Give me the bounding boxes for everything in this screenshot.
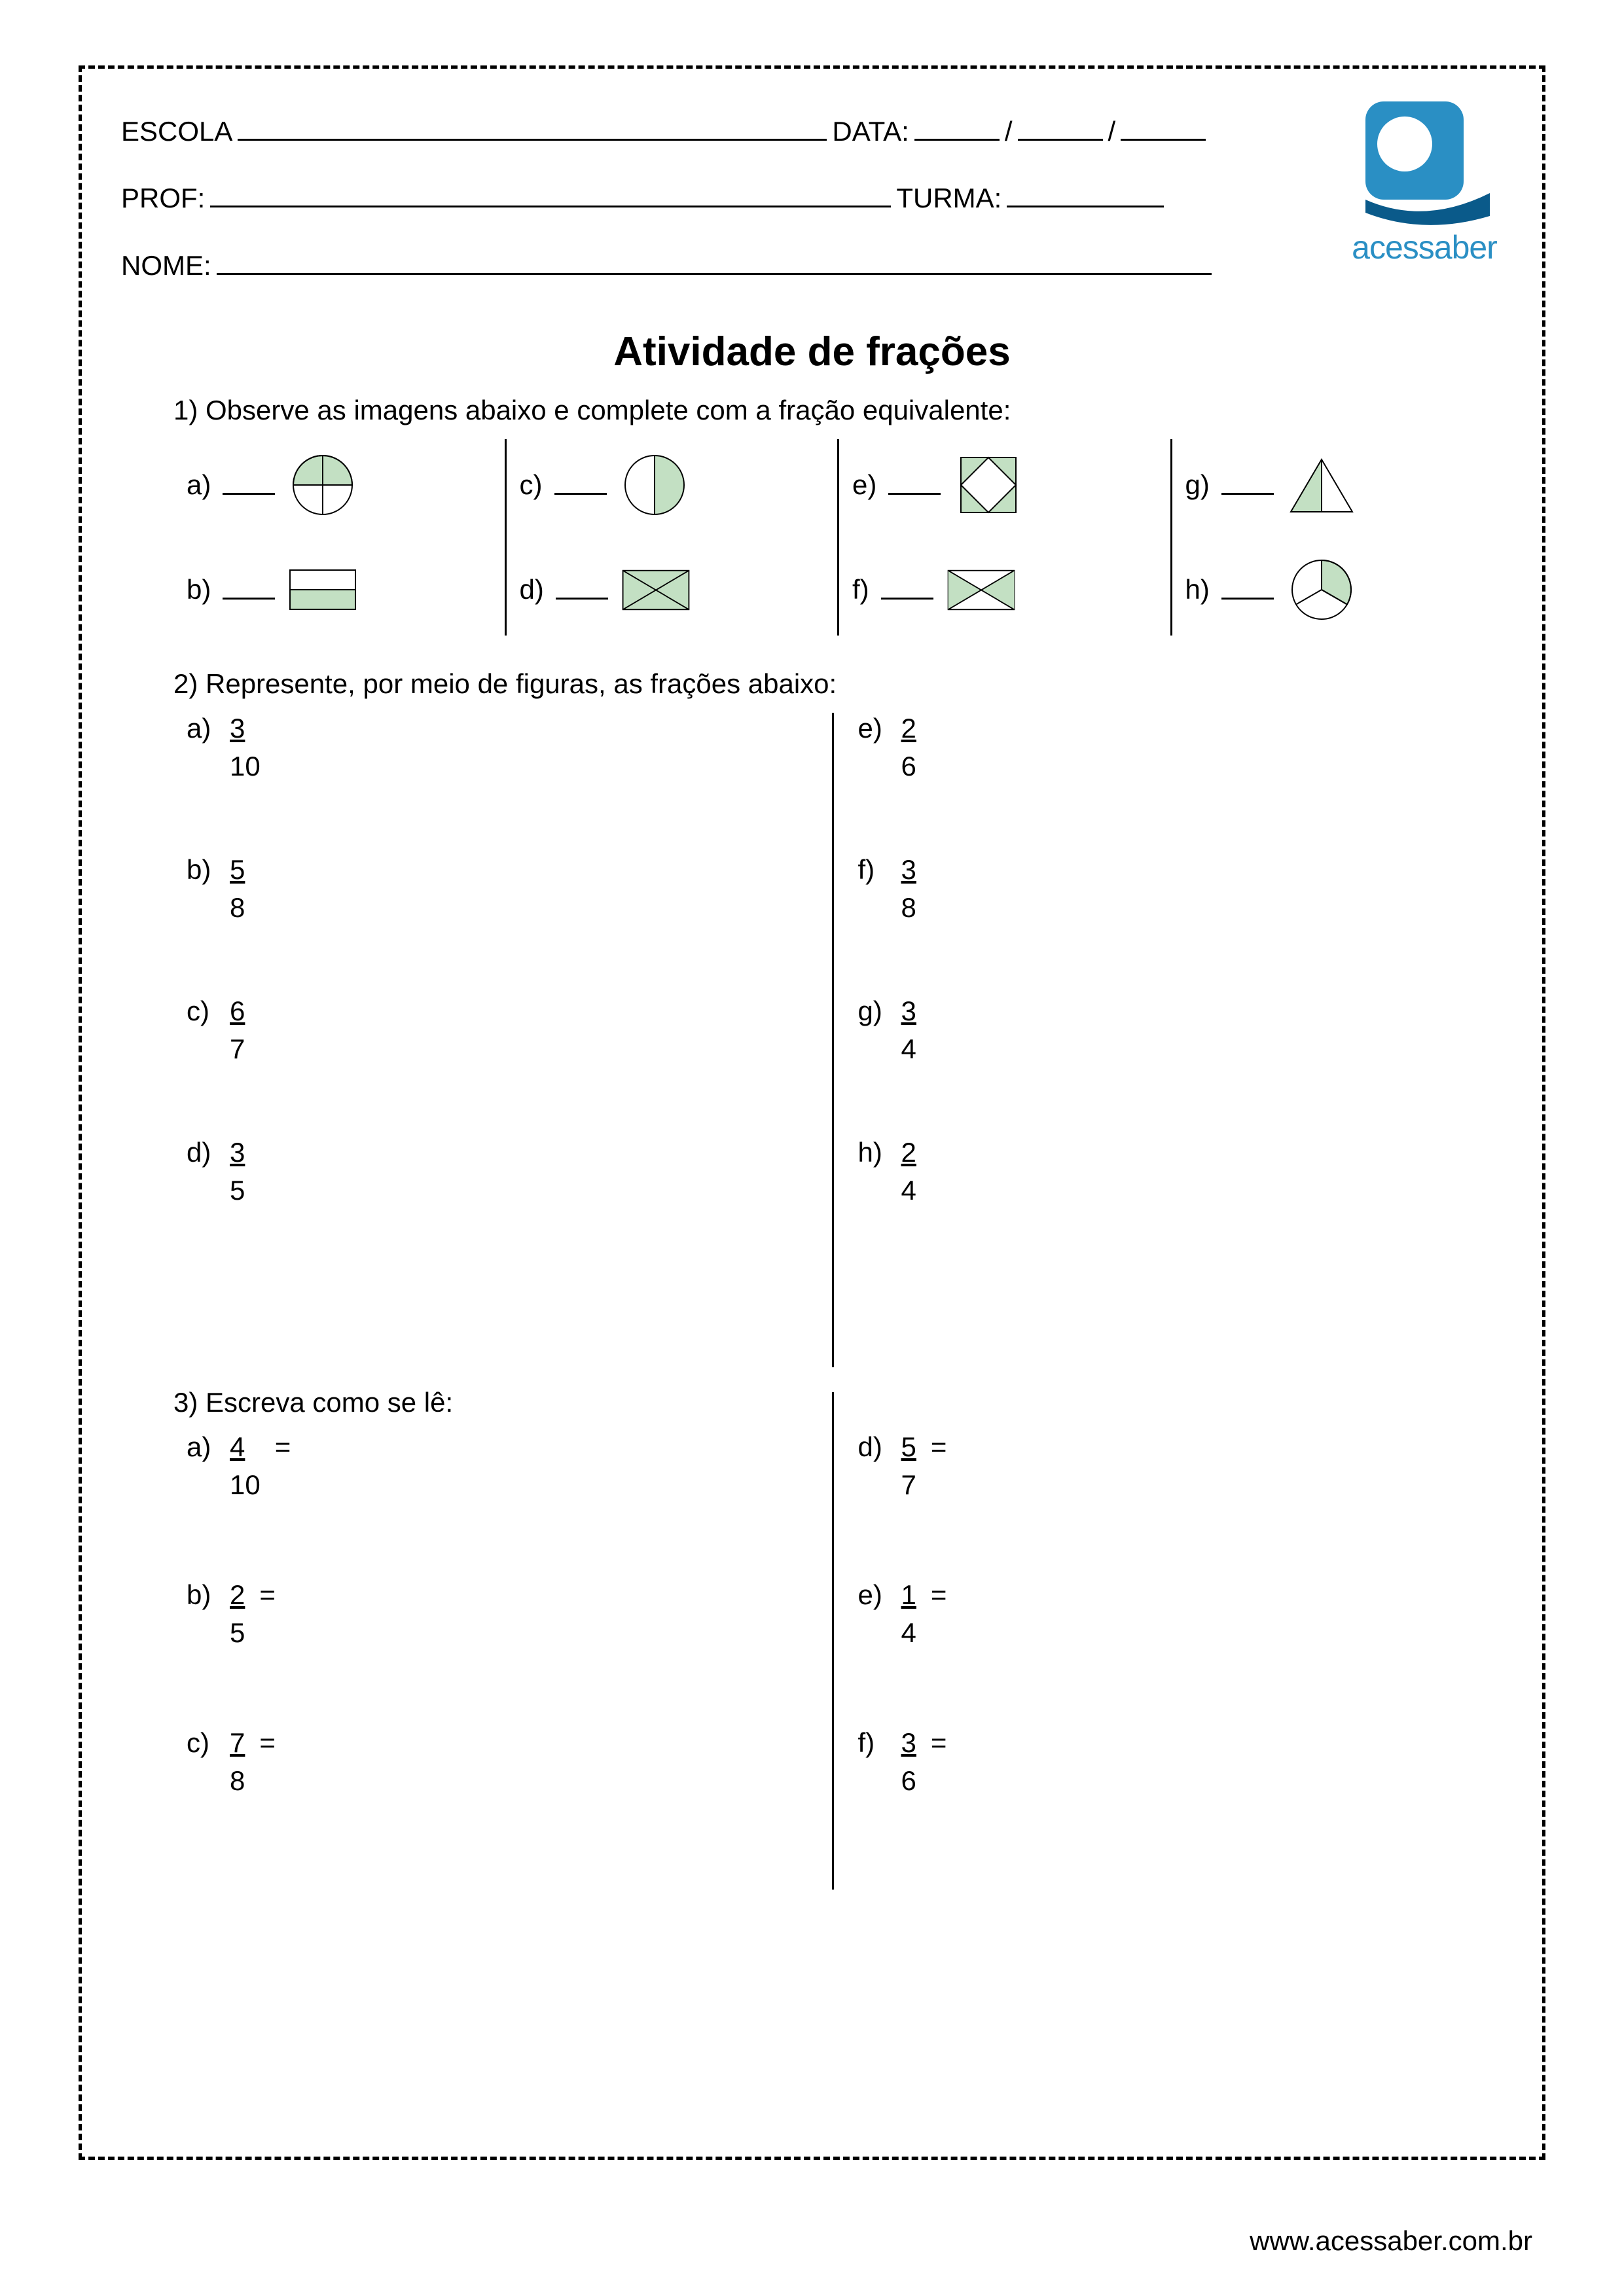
q1-item: e) [852, 452, 1157, 518]
q2-item: c)67 [187, 996, 806, 1065]
equals: = [931, 1579, 947, 1611]
shape-rect-half [287, 557, 359, 622]
shape-rect-x-partial [945, 557, 1017, 622]
answer-blank[interactable] [223, 580, 275, 600]
q1-item: a) [187, 452, 492, 518]
q2-item: d)35 [187, 1137, 806, 1206]
q2-item: a)310 [187, 713, 806, 782]
shape-rect-x-full [620, 557, 692, 622]
worksheet-title: Atividade de frações [121, 329, 1503, 375]
label-turma: TURMA: [896, 168, 1001, 228]
q1-label: f) [852, 574, 869, 605]
q3-item: a)410= [187, 1431, 806, 1501]
q1-prompt: 1) Observe as imagens abaixo e complete … [173, 395, 1503, 426]
q1-item: h) [1185, 557, 1490, 622]
q2-item: h)24 [858, 1137, 1477, 1206]
q1-label: g) [1185, 469, 1210, 501]
logo-icon [1352, 95, 1496, 226]
blank-nome[interactable] [217, 253, 1212, 275]
q1-label: c) [520, 469, 543, 501]
dashed-frame: acessaber ESCOLA DATA: / / PROF: TURMA: … [79, 65, 1545, 2160]
q1-label: d) [520, 574, 544, 605]
logo: acessaber [1333, 95, 1516, 266]
answer-blank[interactable] [1221, 580, 1274, 600]
shape-square-diamond [952, 452, 1024, 518]
shape-circle-quarters [287, 452, 359, 518]
equals: = [931, 1431, 947, 1463]
blank-date-1[interactable] [914, 118, 1000, 141]
q2-item: f)38 [858, 854, 1477, 924]
shape-circle-thirds [1286, 557, 1358, 622]
blank-turma[interactable] [1007, 185, 1164, 207]
q2-grid: a)310 b)58 c)67 d)35 e)26 f)38 g)34 h)24 [160, 713, 1503, 1367]
q3-item: d)57= [858, 1431, 1477, 1501]
q1-grid: a) b) [173, 439, 1503, 649]
footer-url: www.acessaber.com.br [1250, 2225, 1532, 2257]
q3-item: e)14= [858, 1579, 1477, 1649]
q2-prompt: 2) Represente, por meio de figuras, as f… [173, 668, 1503, 700]
shape-circle-half [619, 452, 691, 518]
q3-item: c)78= [187, 1727, 806, 1797]
equals: = [259, 1579, 276, 1611]
blank-escola[interactable] [238, 118, 827, 141]
blank-date-3[interactable] [1121, 118, 1206, 141]
answer-blank[interactable] [556, 580, 608, 600]
answer-blank[interactable] [1221, 475, 1274, 495]
label-prof: PROF: [121, 168, 205, 228]
answer-blank[interactable] [223, 475, 275, 495]
q3-grid: a)410= b)25= c)78= d)57= e)14= f)36= [160, 1431, 1503, 1929]
q1-label: h) [1185, 574, 1210, 605]
label-escola: ESCOLA [121, 101, 232, 162]
blank-date-2[interactable] [1018, 118, 1103, 141]
q3-item: f)36= [858, 1727, 1477, 1797]
q3-prompt: 3) Escreva como se lê: [173, 1387, 1503, 1418]
q1-item: b) [187, 557, 492, 622]
answer-blank[interactable] [888, 475, 941, 495]
q2-item: b)58 [187, 854, 806, 924]
q3-item: b)25= [187, 1579, 806, 1649]
q2-item: e)26 [858, 713, 1477, 782]
page: acessaber ESCOLA DATA: / / PROF: TURMA: … [0, 0, 1624, 2296]
equals: = [275, 1431, 291, 1463]
shape-triangle-half [1286, 452, 1358, 518]
answer-blank[interactable] [554, 475, 607, 495]
q1-label: e) [852, 469, 876, 501]
label-nome: NOME: [121, 236, 211, 296]
answer-blank[interactable] [881, 580, 933, 600]
q1-item: d) [520, 557, 825, 622]
equals: = [259, 1727, 276, 1759]
logo-text: acessaber [1333, 228, 1516, 266]
blank-prof[interactable] [210, 185, 891, 207]
worksheet-header: ESCOLA DATA: / / PROF: TURMA: NOME: [121, 101, 1503, 296]
q1-item: f) [852, 557, 1157, 622]
q1-item: g) [1185, 452, 1490, 518]
q1-item: c) [520, 452, 825, 518]
label-data: DATA: [832, 101, 909, 162]
q1-label: a) [187, 469, 211, 501]
q2-item: g)34 [858, 996, 1477, 1065]
equals: = [931, 1727, 947, 1759]
q1-label: b) [187, 574, 211, 605]
